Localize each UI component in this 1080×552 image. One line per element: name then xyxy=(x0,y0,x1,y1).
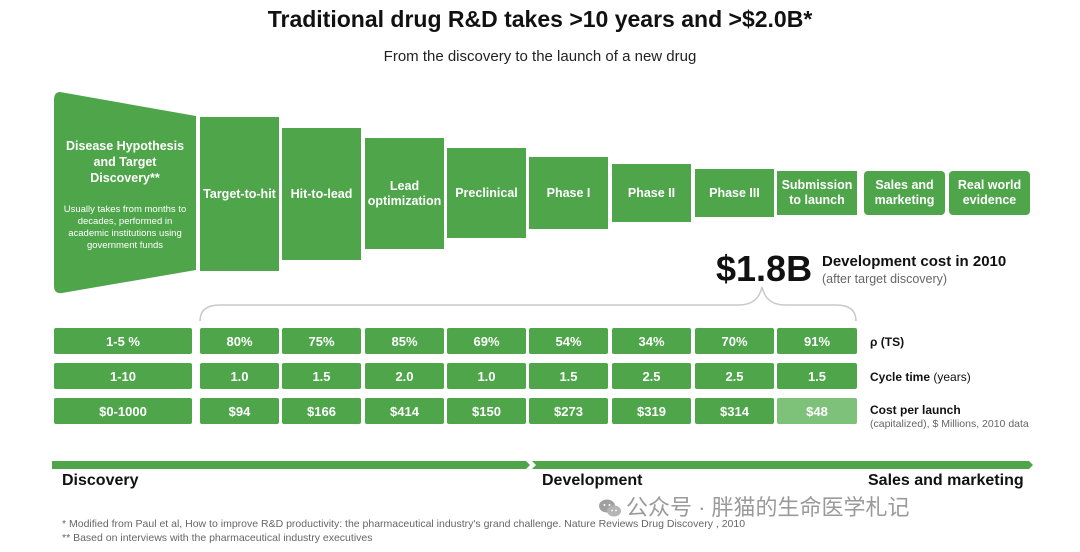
stage-real-world-evidence: Real world evidence xyxy=(949,171,1030,215)
phase-sales-label: Sales and marketing xyxy=(868,472,1024,489)
cost-row-label: Cost per launch xyxy=(870,403,961,417)
cycle-discovery-cell: 1-10 xyxy=(54,363,192,389)
pts-cell: 91% xyxy=(777,328,857,354)
pts-cell: 69% xyxy=(447,328,526,354)
cost-cell: $48 xyxy=(777,398,857,424)
pts-cell: 85% xyxy=(365,328,444,354)
page-title: Traditional drug R&D takes >10 years and… xyxy=(267,6,813,32)
pts-cell: 54% xyxy=(529,328,608,354)
pts-cell: 70% xyxy=(695,328,774,354)
stage-phase-1: Phase I xyxy=(529,157,608,229)
cost-discovery-cell: $0-1000 xyxy=(54,398,192,424)
funnel-mouth-shape xyxy=(54,92,196,294)
stage-phase-2: Phase II xyxy=(612,164,691,222)
stage-disease-hypothesis: Disease Hypothesis and Target Discovery*… xyxy=(54,90,196,296)
pts-cell: 75% xyxy=(282,328,361,354)
watermark-text: 公众号 · 胖猫的生命医学札记 xyxy=(626,495,910,520)
cycle-row-label: Cycle time (years) xyxy=(870,370,971,384)
cost-row-note: (capitalized), $ Millions, 2010 data xyxy=(870,418,1029,430)
cost-cell: $314 xyxy=(695,398,774,424)
phase-discovery-label: Discovery xyxy=(62,472,139,489)
footnote-2: ** Based on interviews with the pharmace… xyxy=(62,532,373,544)
stage-sales-and-marketing: Sales and marketing xyxy=(864,171,945,215)
cycle-cell: 2.5 xyxy=(612,363,691,389)
development-cost-note: (after target discovery) xyxy=(822,272,948,286)
cycle-cell: 2.5 xyxy=(695,363,774,389)
development-cost-value: $1.8B xyxy=(716,248,813,289)
cost-cell: $166 xyxy=(282,398,361,424)
stage-lead-optimization: Lead optimization xyxy=(365,138,444,249)
stage-preclinical: Preclinical xyxy=(447,148,526,238)
page-subtitle: From the discovery to the launch of a ne… xyxy=(383,48,697,65)
cycle-cell: 1.5 xyxy=(777,363,857,389)
cycle-row-label-bold: Cycle time xyxy=(870,370,931,384)
cycle-cell: 1.5 xyxy=(529,363,608,389)
cost-brace xyxy=(199,286,857,322)
pts-cell: 34% xyxy=(612,328,691,354)
stage-submission-to-launch: Submission to launch xyxy=(777,171,857,215)
cycle-cell: 1.0 xyxy=(200,363,279,389)
pts-cell: 80% xyxy=(200,328,279,354)
development-cost-label: Development cost in 2010 xyxy=(822,253,1007,270)
wechat-icon xyxy=(599,499,621,517)
stage-disease-hypothesis-title: Disease Hypothesis and Target Discovery*… xyxy=(65,139,185,185)
stage-hit-to-lead: Hit-to-lead xyxy=(282,128,361,260)
stage-phase-3: Phase III xyxy=(695,169,774,217)
cycle-row-label-unit: (years) xyxy=(933,370,971,384)
cycle-cell: 2.0 xyxy=(365,363,444,389)
cost-cell: $94 xyxy=(200,398,279,424)
cost-cell: $150 xyxy=(447,398,526,424)
phase-development-label: Development xyxy=(542,472,643,489)
pts-discovery-cell: 1-5 % xyxy=(54,328,192,354)
cycle-cell: 1.0 xyxy=(447,363,526,389)
cost-cell: $319 xyxy=(612,398,691,424)
stage-target-to-hit: Target-to-hit xyxy=(200,117,279,271)
phase-arrows xyxy=(52,461,1033,469)
footnote-1: * Modified from Paul et al, How to impro… xyxy=(62,518,746,530)
pts-row-label: ρ (TS) xyxy=(870,335,905,349)
cost-cell: $414 xyxy=(365,398,444,424)
stage-disease-hypothesis-note: Usually takes from months to decades, pe… xyxy=(63,204,187,251)
watermark: 公众号 · 胖猫的生命医学札记 xyxy=(598,490,910,522)
cycle-cell: 1.5 xyxy=(282,363,361,389)
cost-cell: $273 xyxy=(529,398,608,424)
